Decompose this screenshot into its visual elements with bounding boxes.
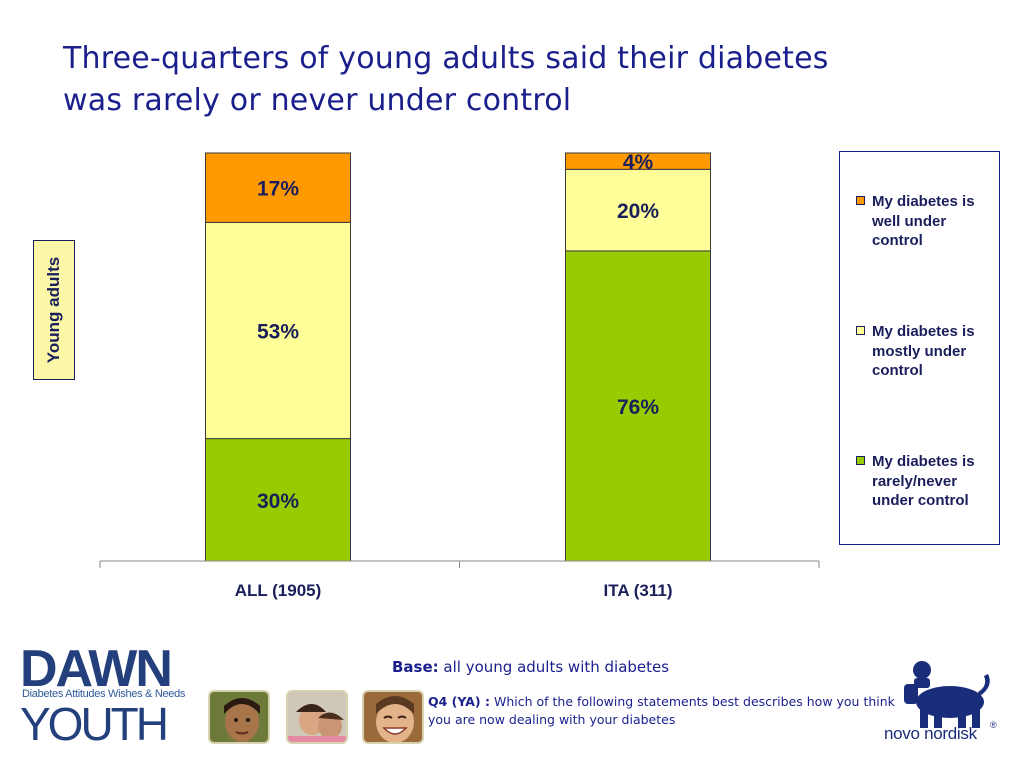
registered-mark: ® bbox=[990, 720, 997, 730]
legend-swatch-2 bbox=[856, 326, 865, 335]
data-label-1-2: 53% bbox=[257, 320, 299, 343]
legend-label-line: control bbox=[872, 362, 923, 379]
bar-segment-2-2 bbox=[565, 168, 711, 252]
legend-swatch-3 bbox=[856, 456, 865, 465]
title-line-2: was rarely or never under control bbox=[63, 83, 572, 118]
title-line-1: Three-quarters of young adults said thei… bbox=[63, 41, 829, 76]
data-label-1-1: 30% bbox=[257, 490, 299, 513]
bar-segment-1-3 bbox=[205, 152, 351, 223]
data-label-2-3: 4% bbox=[623, 151, 654, 174]
dawn-logo-subtitle: Diabetes Attitudes Wishes & Needs bbox=[22, 688, 186, 700]
child-photo-3 bbox=[362, 690, 424, 744]
legend-swatch-1 bbox=[856, 196, 865, 205]
child-photo-1 bbox=[208, 690, 270, 744]
bar-segment-1-1 bbox=[205, 438, 351, 562]
bar-segment-2-1 bbox=[565, 250, 711, 562]
legend-label-line: under control bbox=[872, 492, 969, 509]
legend-label-line: rarely/never bbox=[872, 472, 958, 490]
y-axis-group-label: Young adults bbox=[33, 240, 75, 380]
base-note: Base: all young adults with diabetes bbox=[392, 658, 669, 676]
legend-label-line: well under bbox=[872, 212, 947, 230]
base-label: Base: bbox=[392, 658, 439, 676]
legend-label-3: My diabetes is rarely/never under control bbox=[872, 452, 1002, 511]
legend-label-line: My diabetes is bbox=[872, 323, 975, 340]
novo-nordisk-wordmark: novo nordisk bbox=[884, 724, 977, 743]
data-label-1-3: 17% bbox=[257, 178, 299, 201]
question-note: Q4 (YA) : Which of the following stateme… bbox=[428, 693, 908, 729]
question-description: Which of the following statements best d… bbox=[428, 694, 895, 727]
question-label: Q4 (YA) : bbox=[428, 694, 490, 709]
child-photo-2 bbox=[286, 690, 348, 744]
legend-label-1: My diabetes is well under control bbox=[872, 192, 1002, 251]
slide-title: Three-quarters of young adults said thei… bbox=[63, 38, 963, 122]
data-label-2-2: 20% bbox=[617, 200, 659, 223]
x-tick-label-1: ALL (1905) bbox=[235, 581, 322, 600]
legend-label-2: My diabetes is mostly under control bbox=[872, 322, 1002, 381]
youth-logo-text: YOUTH bbox=[20, 698, 169, 750]
bar-segment-1-2 bbox=[205, 221, 351, 440]
data-label-2-1: 76% bbox=[617, 396, 659, 419]
bar-segment-2-3 bbox=[565, 152, 711, 170]
legend-label-line: control bbox=[872, 232, 923, 249]
x-tick-label-2: ITA (311) bbox=[604, 581, 673, 600]
legend-label-line: My diabetes is bbox=[872, 193, 975, 210]
base-description: all young adults with diabetes bbox=[438, 658, 670, 676]
novo-nordisk-bull-icon bbox=[904, 661, 990, 728]
chart-legend: My diabetes is well under control My diabet… bbox=[839, 151, 1000, 545]
legend-label-line: mostly under bbox=[872, 342, 967, 360]
dawn-logo-text: DAWN bbox=[20, 640, 173, 698]
legend-label-line: My diabetes is bbox=[872, 453, 975, 470]
stacked-bar-chart: 30% 53% 17% 76% 20% 4% ALL (1905) ITA (311) bbox=[99, 151, 820, 600]
